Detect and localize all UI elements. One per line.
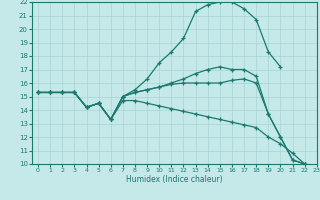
X-axis label: Humidex (Indice chaleur): Humidex (Indice chaleur) [126,175,223,184]
